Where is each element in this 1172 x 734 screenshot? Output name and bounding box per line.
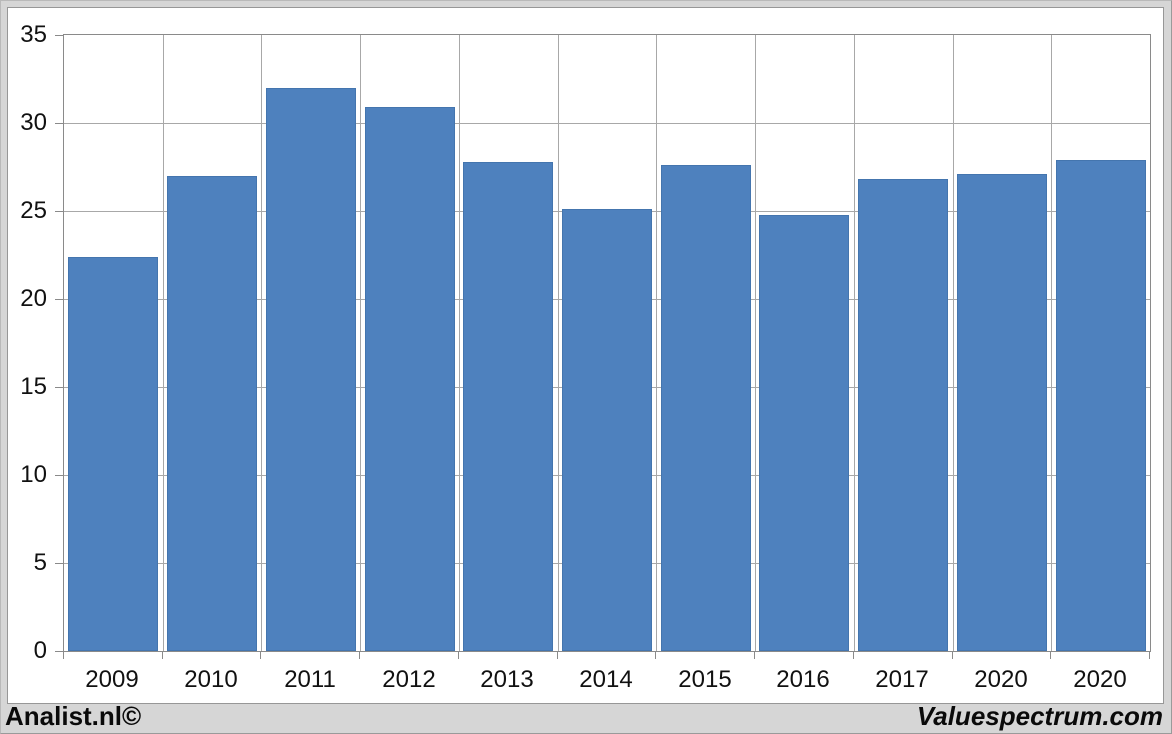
gridline-x-6 [656, 35, 657, 651]
gridline-x-8 [854, 35, 855, 651]
bar-2016-7 [759, 215, 849, 651]
y-tick-25 [55, 211, 63, 212]
analist-credit-label: Analist.nl© [5, 701, 142, 731]
footer-bar: Analist.nl© Valuespectrum.com [1, 701, 1171, 733]
valuespectrum-credit-label: Valuespectrum.com [916, 701, 1163, 731]
plot-area [63, 34, 1151, 652]
y-axis-label-20: 20 [20, 285, 47, 312]
x-axis-label-2011-2: 2011 [284, 666, 336, 693]
y-axis-label-5: 5 [33, 549, 47, 576]
x-tick-0 [63, 652, 64, 659]
y-axis-label-10: 10 [20, 461, 47, 488]
bar-2013-4 [463, 162, 553, 651]
x-tick-5 [557, 652, 558, 659]
y-tick-15 [55, 387, 63, 388]
bar-2020-9 [957, 174, 1047, 651]
y-axis-label-0: 0 [33, 637, 47, 664]
x-tick-2 [260, 652, 261, 659]
y-tick-10 [55, 475, 63, 476]
y-tick-30 [55, 123, 63, 124]
bar-2014-5 [562, 209, 652, 651]
gridline-y-30 [64, 123, 1150, 124]
x-tick-8 [853, 652, 854, 659]
y-tick-20 [55, 299, 63, 300]
x-axis-label-2009-0: 2009 [85, 666, 139, 693]
gridline-x-5 [558, 35, 559, 651]
x-axis-label-2016-7: 2016 [776, 666, 830, 693]
bar-2010-1 [167, 176, 257, 651]
x-axis-label-2017-8: 2017 [875, 666, 929, 693]
y-axis-label-15: 15 [20, 373, 47, 400]
bar-2011-2 [266, 88, 356, 651]
y-axis-label-35: 35 [20, 21, 47, 48]
y-axis-label-30: 30 [20, 109, 47, 136]
bar-2020-10 [1056, 160, 1146, 651]
gridline-x-3 [360, 35, 361, 651]
x-tick-11 [1149, 652, 1150, 659]
gridline-x-7 [755, 35, 756, 651]
x-tick-7 [754, 652, 755, 659]
bar-2012-3 [365, 107, 455, 651]
bar-2009-0 [68, 257, 158, 651]
gridline-x-1 [163, 35, 164, 651]
x-tick-3 [359, 652, 360, 659]
x-tick-4 [458, 652, 459, 659]
x-axis-label-2013-4: 2013 [480, 666, 534, 693]
gridline-x-9 [953, 35, 954, 651]
x-axis-label-2012-3: 2012 [382, 666, 436, 693]
bar-2017-8 [858, 179, 948, 651]
gridline-x-4 [459, 35, 460, 651]
x-tick-1 [162, 652, 163, 659]
x-tick-10 [1050, 652, 1051, 659]
x-tick-9 [952, 652, 953, 659]
x-tick-6 [655, 652, 656, 659]
y-tick-5 [55, 563, 63, 564]
bar-2015-6 [661, 165, 751, 651]
gridline-x-10 [1051, 35, 1052, 651]
x-axis-label-2015-6: 2015 [678, 666, 732, 693]
x-axis-label-2020-9: 2020 [974, 666, 1028, 693]
y-tick-0 [55, 651, 63, 652]
gridline-x-2 [261, 35, 262, 651]
y-axis-label-25: 25 [20, 197, 47, 224]
x-axis-label-2010-1: 2010 [184, 666, 238, 693]
x-axis-label-2020-10: 2020 [1073, 666, 1127, 693]
y-tick-35 [55, 35, 63, 36]
x-axis-label-2014-5: 2014 [579, 666, 633, 693]
